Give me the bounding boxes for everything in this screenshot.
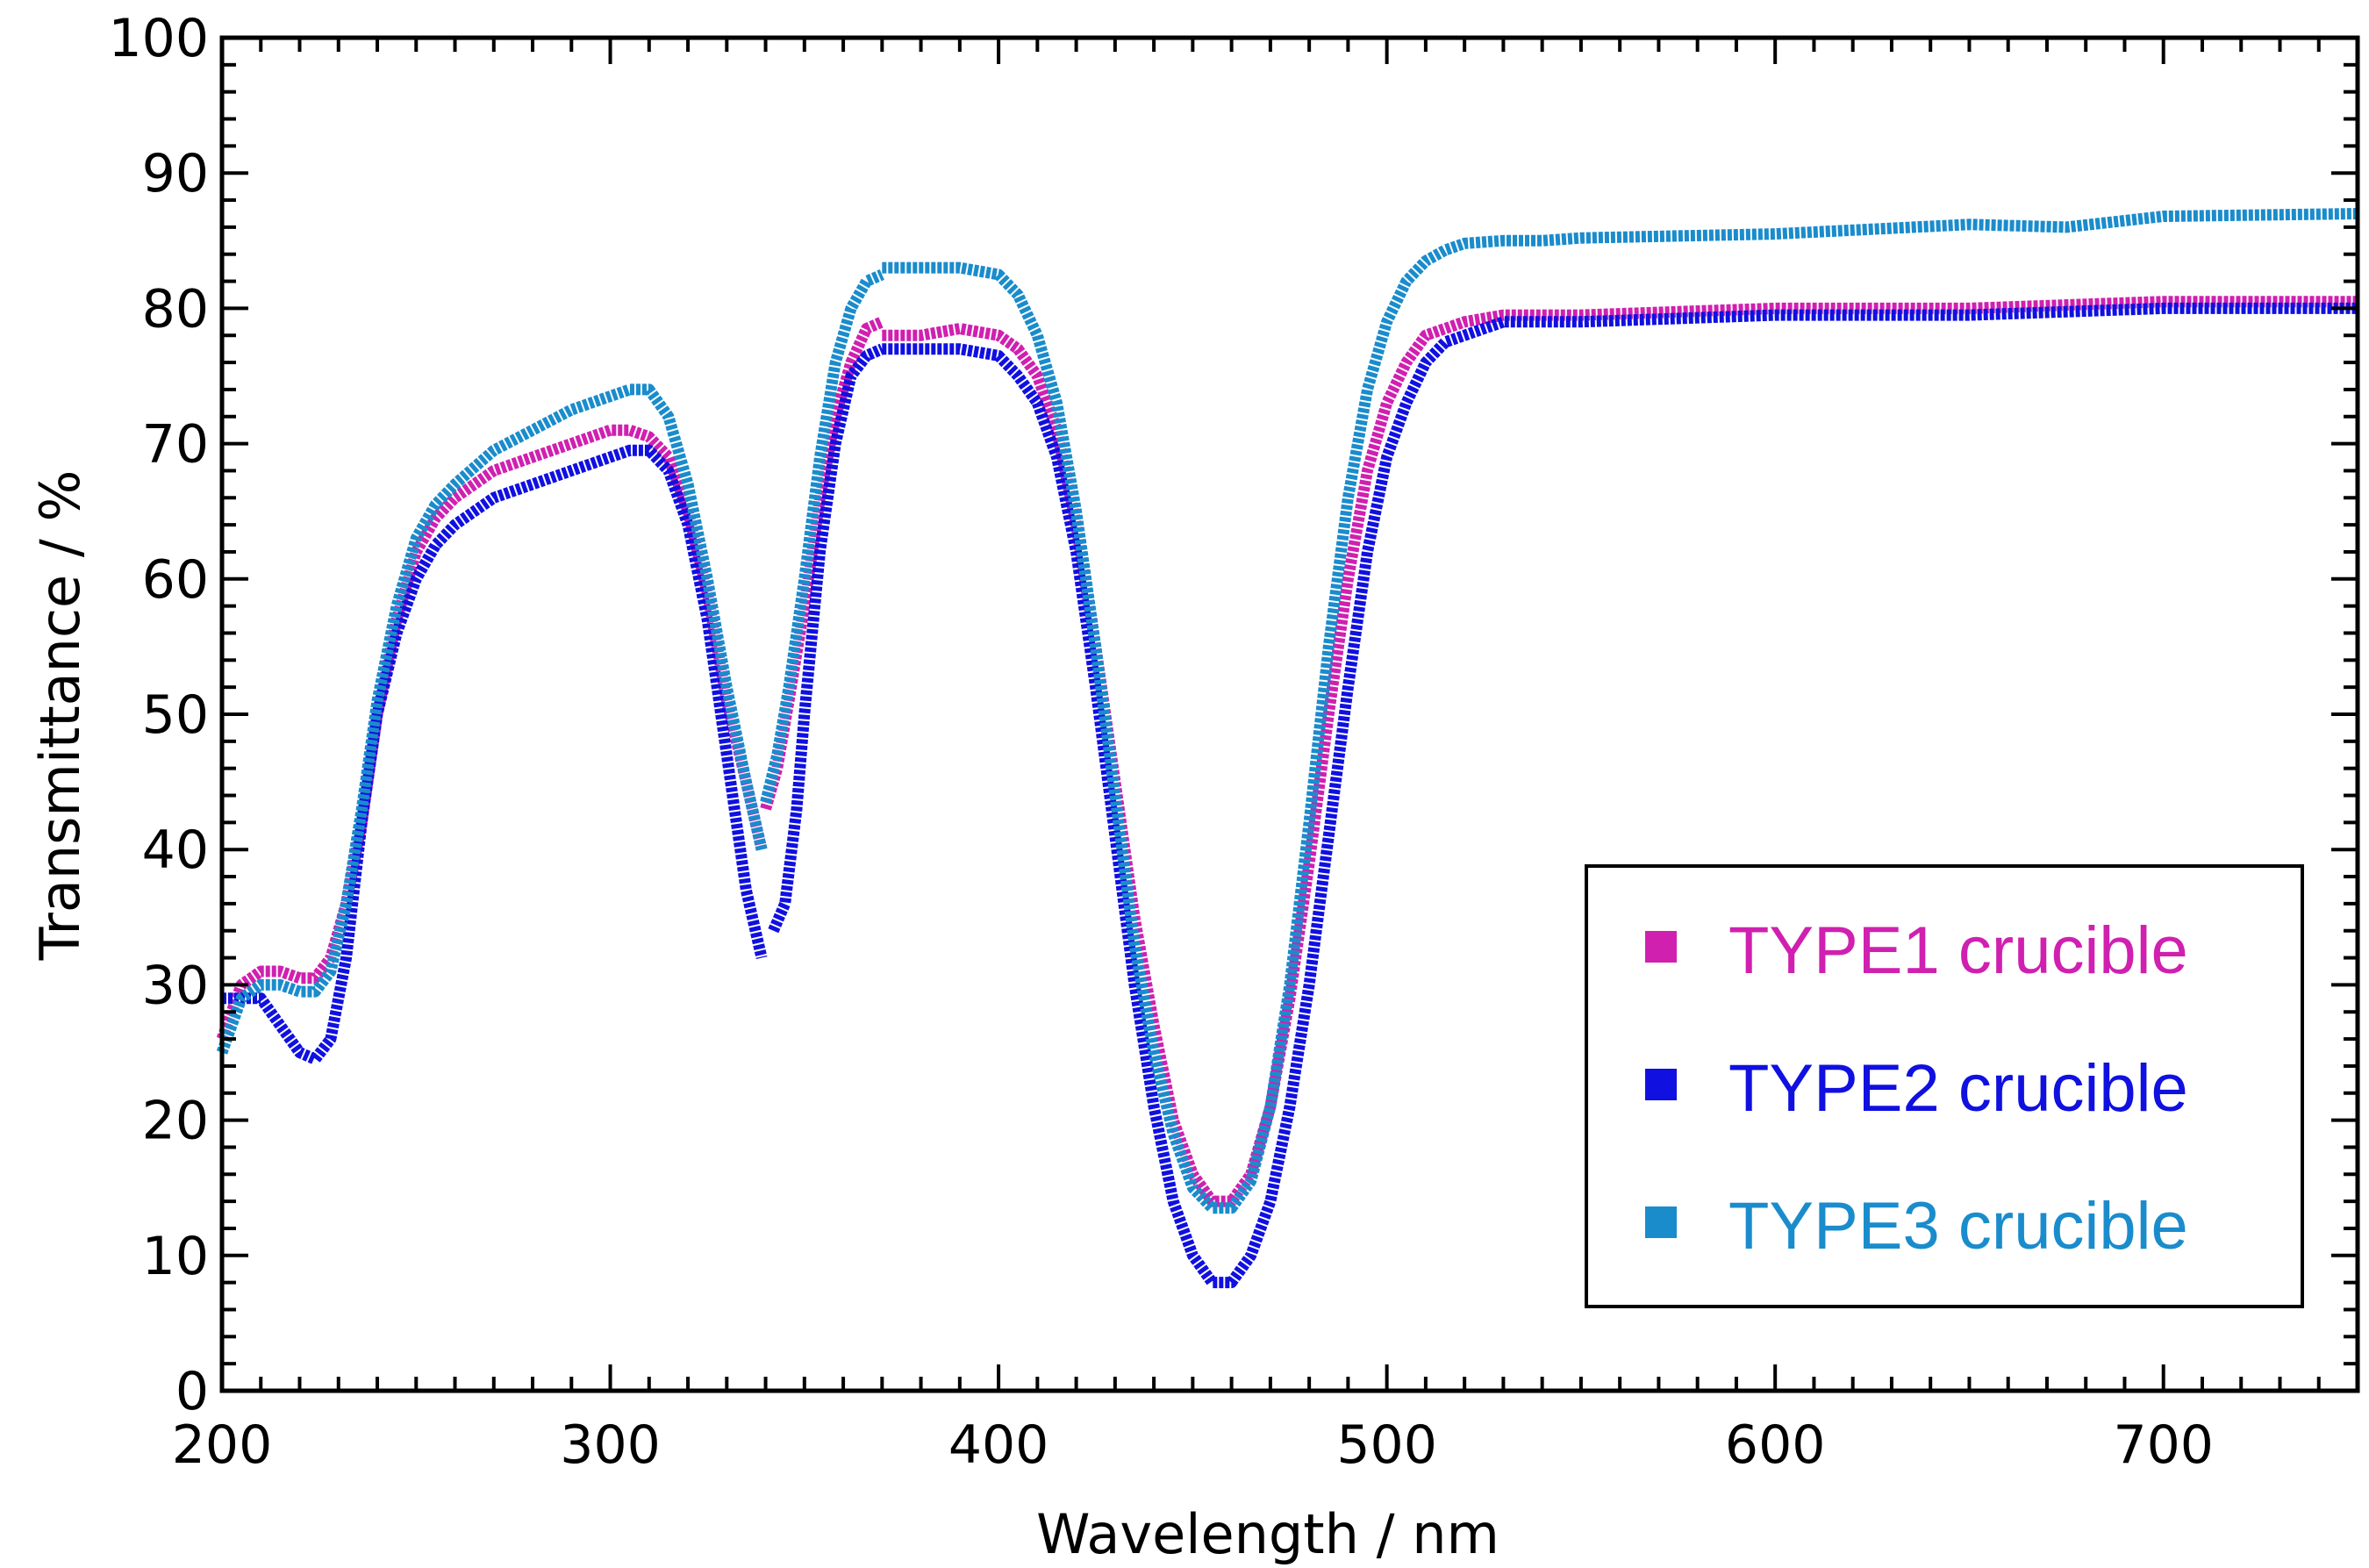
tick-layer: 200 300 400 500 600 700 0 10 20 30 40 50 60 70 80 90 100 [108,8,2359,1476]
legend-frame [1585,864,2304,1308]
x-tick-label: 200 [172,1414,273,1476]
y-axis-title: Transmittance / % [28,470,92,962]
x-tick-label: 400 [948,1414,1049,1476]
series-2-line-segment-3 [882,302,2358,1289]
legend-marker-1 [1645,931,1677,963]
series-3-line-segment-2 [760,268,884,804]
legend-label-2: TYPE2 crucible [1728,1051,2188,1126]
x-tick-label: 700 [2113,1414,2214,1476]
x-axis-title: Wavelength / nm [1036,1502,1499,1566]
series-1-line-segment-1 [216,424,768,1042]
legend-label-3: TYPE3 crucible [1728,1189,2188,1264]
y-tick-label: 90 [142,143,209,204]
y-tick-label: 60 [142,549,209,611]
x-tick-label: 600 [1725,1414,1826,1476]
y-tick-label: 50 [142,684,209,746]
y-tick-label: 10 [142,1226,209,1287]
series-1-line-segment-3 [882,296,2358,1207]
legend: TYPE1 crucible TYPE2 crucible TYPE3 crucib… [1585,864,2304,1308]
x-tick-label: 300 [560,1414,661,1476]
legend-label-1: TYPE1 crucible [1728,913,2188,988]
y-tick-label: 0 [175,1361,209,1422]
series-layer [216,208,2358,1289]
y-tick-label: 70 [142,414,209,476]
legend-marker-2 [1645,1069,1677,1100]
y-tick-label: 80 [142,278,209,340]
y-tick-label: 30 [142,955,209,1016]
series-3-line-segment-1 [216,383,768,1055]
legend-marker-3 [1645,1206,1677,1238]
y-tick-label: 100 [108,8,209,69]
series-3-line-segment-3 [882,208,2358,1214]
y-tick-label: 20 [142,1091,209,1152]
x-tick-label: 500 [1336,1414,1437,1476]
y-tick-label: 40 [142,820,209,881]
series-2-line-segment-1 [222,444,768,1065]
series-2-line-segment-2 [768,343,884,934]
